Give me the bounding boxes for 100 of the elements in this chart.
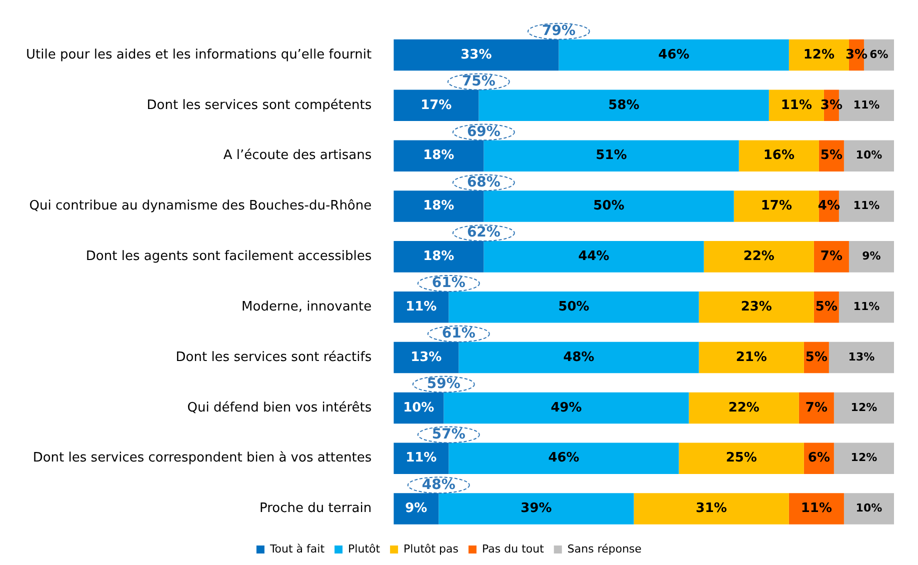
y-tick-label: Qui défend bien vos intérêts	[187, 400, 372, 416]
data-label: 23%	[740, 299, 772, 314]
bar	[678, 442, 804, 474]
bar	[478, 90, 769, 122]
bar	[788, 493, 844, 524]
data-label: 44%	[578, 249, 610, 264]
data-label: 46%	[658, 47, 690, 62]
data-label: 13%	[410, 350, 442, 365]
annotation: 59%	[426, 376, 460, 392]
y-tick-label: Dont les services sont réactifs	[176, 350, 372, 365]
data-label: 17%	[760, 198, 792, 214]
data-label: 11%	[853, 199, 880, 212]
bar	[558, 39, 789, 71]
bar	[688, 392, 799, 424]
bar	[448, 291, 699, 323]
data-label: 10%	[403, 400, 434, 416]
data-label: 18%	[423, 249, 454, 264]
legend-label: Plutôt	[348, 542, 381, 556]
data-label: 21%	[736, 350, 767, 365]
data-label: 58%	[608, 98, 640, 113]
bar	[828, 342, 894, 374]
data-label: 17%	[420, 98, 452, 113]
annotation: 48%	[422, 476, 456, 493]
data-label: 6%	[808, 450, 830, 466]
data-label: 33%	[460, 47, 492, 62]
y-tick-label: Proche du terrain	[259, 501, 372, 516]
bar	[838, 291, 894, 323]
y-tick-label: A l’écoute des artisans	[223, 148, 372, 164]
bar	[704, 241, 814, 272]
bar	[738, 140, 819, 172]
data-label: 5%	[805, 350, 828, 365]
data-label: 51%	[596, 148, 627, 164]
bar	[698, 342, 804, 374]
data-label: 5%	[815, 299, 838, 314]
data-label: 5%	[820, 148, 842, 164]
y-tick-label: Moderne, innovante	[242, 299, 372, 314]
legend-label: Plutôt pas	[404, 542, 459, 556]
data-label: 31%	[696, 501, 727, 516]
bar	[394, 241, 484, 272]
data-label: 7%	[805, 400, 828, 416]
legend-label: Pas du tout	[482, 542, 545, 556]
data-label: 11%	[800, 501, 832, 516]
bar	[698, 291, 814, 323]
bar	[444, 392, 689, 424]
bar	[394, 442, 449, 474]
data-label: 50%	[593, 198, 624, 214]
bar	[484, 140, 739, 172]
bar	[448, 442, 679, 474]
data-label: 22%	[743, 249, 774, 264]
annotation: 61%	[432, 275, 466, 292]
bar	[484, 241, 704, 272]
bar	[634, 493, 789, 524]
data-label: 12%	[850, 400, 878, 414]
data-label: 6%	[870, 48, 888, 61]
bar	[458, 342, 699, 374]
data-label: 11%	[406, 450, 437, 466]
data-label: 12%	[803, 47, 835, 62]
y-tick-label: Utile pour les aides et les informations qu’elle fournit	[26, 47, 372, 62]
annotation: 68%	[466, 174, 500, 190]
bar	[394, 140, 484, 172]
legend-label: Tout à fait	[268, 542, 326, 556]
data-label: 22%	[728, 400, 760, 416]
data-label: 7%	[820, 249, 842, 264]
data-label: 18%	[423, 198, 454, 214]
y-tick-label: Qui contribue au dynamisme des Bouches-du-Rhône	[29, 198, 372, 214]
data-label: 13%	[848, 350, 875, 364]
data-label: 46%	[548, 450, 580, 466]
bar	[814, 241, 849, 272]
bar	[734, 190, 819, 222]
data-label: 50%	[558, 299, 590, 314]
bar	[834, 442, 894, 474]
bar	[394, 342, 459, 374]
data-label: 9%	[405, 501, 428, 516]
data-label: 11%	[853, 98, 880, 112]
y-tick-label: Dont les services sont compétents	[146, 98, 372, 113]
y-tick-label: Dont les services correspondent bien à vos attentes	[32, 450, 372, 466]
data-label: 49%	[550, 400, 582, 416]
data-label: 10%	[856, 148, 882, 162]
data-label: 11%	[853, 300, 880, 313]
data-label: 16%	[763, 148, 794, 164]
data-label: 39%	[520, 501, 552, 516]
bar	[834, 392, 894, 424]
data-label: 18%	[423, 148, 454, 164]
bar	[394, 39, 559, 71]
bar	[394, 90, 479, 122]
data-label: 25%	[726, 450, 757, 466]
annotation: 61%	[442, 326, 476, 342]
annotation: 57%	[432, 426, 466, 442]
bar	[844, 140, 894, 172]
bar	[394, 190, 484, 222]
data-label: 11%	[406, 299, 437, 314]
bar	[394, 493, 439, 524]
data-label: 11%	[780, 98, 812, 113]
annotation: 79%	[542, 23, 576, 40]
data-label: 12%	[850, 451, 878, 464]
y-tick-label: Dont les agents sont facilement accessibles	[86, 249, 372, 264]
annotation: 75%	[462, 73, 496, 90]
annotation: 69%	[466, 124, 500, 140]
bar	[438, 493, 634, 524]
data-label: 10%	[856, 502, 882, 515]
